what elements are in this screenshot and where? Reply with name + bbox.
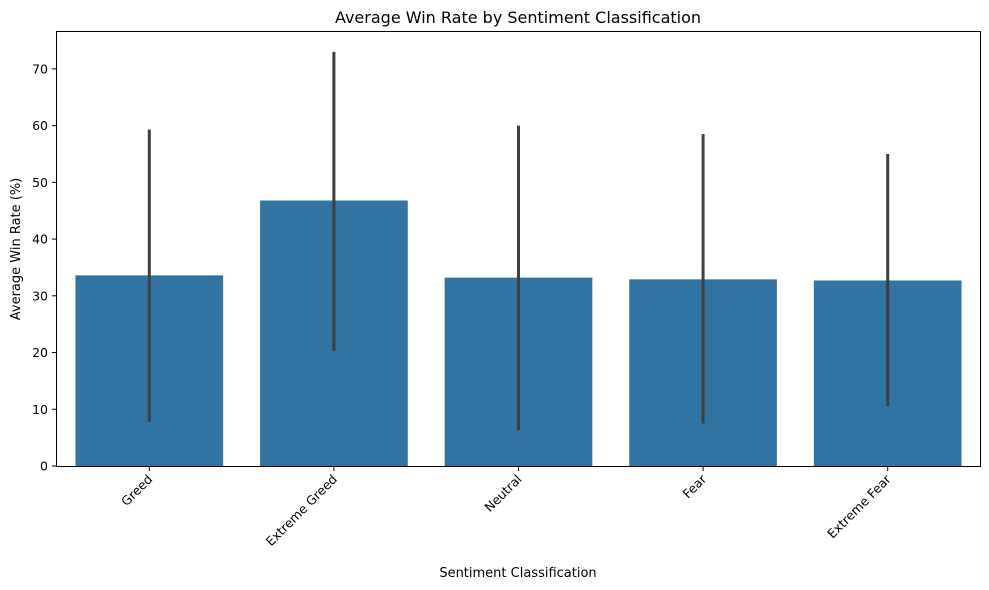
x-axis: Greed Extreme Greed Neutral Fear Extreme Fea… xyxy=(118,466,894,549)
x-tick-label-greed: Greed xyxy=(118,472,155,509)
x-tick-label-neutral: Neutral xyxy=(481,472,524,515)
chart-title: Average Win Rate by Sentiment Classifica… xyxy=(335,8,701,27)
y-axis: 0 10 20 30 40 50 60 70 xyxy=(32,61,57,474)
y-tick-label-10: 10 xyxy=(32,402,48,417)
y-tick-label-50: 50 xyxy=(32,175,48,190)
y-tick-label-20: 20 xyxy=(32,345,48,360)
x-tick-label-extreme-greed: Extreme Greed xyxy=(263,472,340,549)
y-tick-label-30: 30 xyxy=(32,288,48,303)
y-axis-label: Average Win Rate (%) xyxy=(9,178,24,321)
x-axis-label: Sentiment Classification xyxy=(439,566,596,581)
y-tick-label-60: 60 xyxy=(32,118,48,133)
y-tick-label-0: 0 xyxy=(40,459,48,474)
y-tick-label-70: 70 xyxy=(32,61,48,76)
x-tick-label-fear: Fear xyxy=(680,471,710,501)
error-bars-group xyxy=(147,51,890,431)
y-tick-label-40: 40 xyxy=(32,232,48,247)
x-tick-label-extreme-fear: Extreme Fear xyxy=(824,471,894,541)
